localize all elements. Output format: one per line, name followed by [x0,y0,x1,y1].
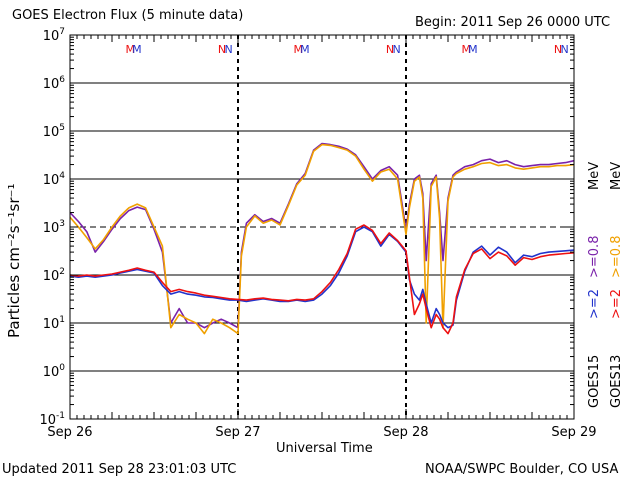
legend-mev-2: MeV [609,162,624,190]
y-tick-exp: 4 [59,171,65,181]
legend-mev-1: MeV [587,162,602,190]
series-line [69,224,575,335]
satellite-markers: MM NN MM NN MM NN [125,43,568,56]
legend-ge2-goes15: >=2 [587,289,602,319]
y-tick-label: 104 [43,171,66,188]
marker-label: M [468,43,478,56]
y-tick-exp: 6 [59,75,65,85]
y-tick-exp: 7 [59,27,65,37]
y-tick-base: 10 [43,317,60,332]
credit-text: NOAA/SWPC Boulder, CO USA [425,462,619,477]
x-tick-label: Sep 29 [551,425,596,440]
legend-ge08-goes13: >=0.8 [609,236,624,278]
y-tick-label: 10-1 [39,411,65,428]
legend-goes13-label: GOES13 [609,354,624,408]
x-axis-title: Universal Time [276,441,373,456]
y-tick-base: 10 [39,413,56,428]
y-tick-exp: 1 [59,315,65,325]
legend-ge08-goes15-label: >=0.8 [587,235,602,278]
marker-label: N [561,43,569,56]
marker-label: M [125,43,135,56]
legend-ge08-goes15: >=0.8 [587,236,602,278]
y-axis-title-text: Particles cm⁻²s⁻¹sr⁻¹ [5,183,23,338]
y-tick-base: 10 [43,173,60,188]
y-tick-base: 10 [43,77,60,92]
series-line [69,226,575,329]
x-tick-labels: Sep 26 Sep 27 Sep 28 Sep 29 [47,425,596,440]
legend-mev-label-1: MeV [587,161,602,190]
y-tick-label: 105 [43,123,65,140]
y-tick-base: 10 [43,365,60,380]
y-tick-label: 103 [43,219,65,236]
begin-time: Begin: 2011 Sep 26 0000 UTC [415,15,611,30]
legend-mev-label-2: MeV [609,161,624,190]
marker-label: M [132,43,142,56]
y-tick-base: 10 [43,125,60,140]
y-tick-label: 100 [43,363,66,380]
legend-ge08-goes13-label: >=0.8 [609,235,624,278]
y-tick-exp: 5 [59,123,65,133]
series-lines [69,142,575,335]
updated-timestamp: Updated 2011 Sep 28 23:01:03 UTC [2,462,237,477]
marker-label: M [461,43,471,56]
y-tick-base: 10 [43,221,60,236]
marker-label: N [225,43,233,56]
x-tick-label: Sep 26 [47,425,92,440]
legend-goes15-label: GOES15 [587,354,602,408]
y-tick-label: 102 [43,267,65,284]
legend-goes15: GOES15 [587,355,602,408]
y-tick-exp: 0 [59,363,65,373]
y-tick-exp: 2 [59,267,65,277]
y-tick-exp: 3 [59,219,65,229]
marker-label: M [300,43,310,56]
x-tick-label: Sep 27 [215,425,260,440]
y-tick-label: 106 [43,75,66,92]
legend-ge2-goes15-label: >=2 [587,288,602,319]
marker-label: N [554,43,562,56]
y-axis-title: Particles cm⁻²s⁻¹sr⁻¹ [5,184,23,338]
marker-label: N [386,43,394,56]
y-tick-label: 101 [43,315,65,332]
y-tick-base: 10 [43,269,60,284]
legend-ge2-goes13: >=2 [609,289,624,319]
chart-title: GOES Electron Flux (5 minute data) [12,8,244,23]
series-line [69,143,575,335]
axis-ticks [69,34,575,420]
y-tick-label: 107 [43,27,65,44]
x-tick-label: Sep 28 [383,425,428,440]
y-tick-exp: -1 [56,411,65,421]
marker-label: M [293,43,303,56]
y-tick-base: 10 [43,29,60,44]
marker-label: N [393,43,401,56]
legend-goes13: GOES13 [609,355,624,408]
marker-label: N [218,43,226,56]
legend-ge2-goes13-label: >=2 [609,288,624,319]
